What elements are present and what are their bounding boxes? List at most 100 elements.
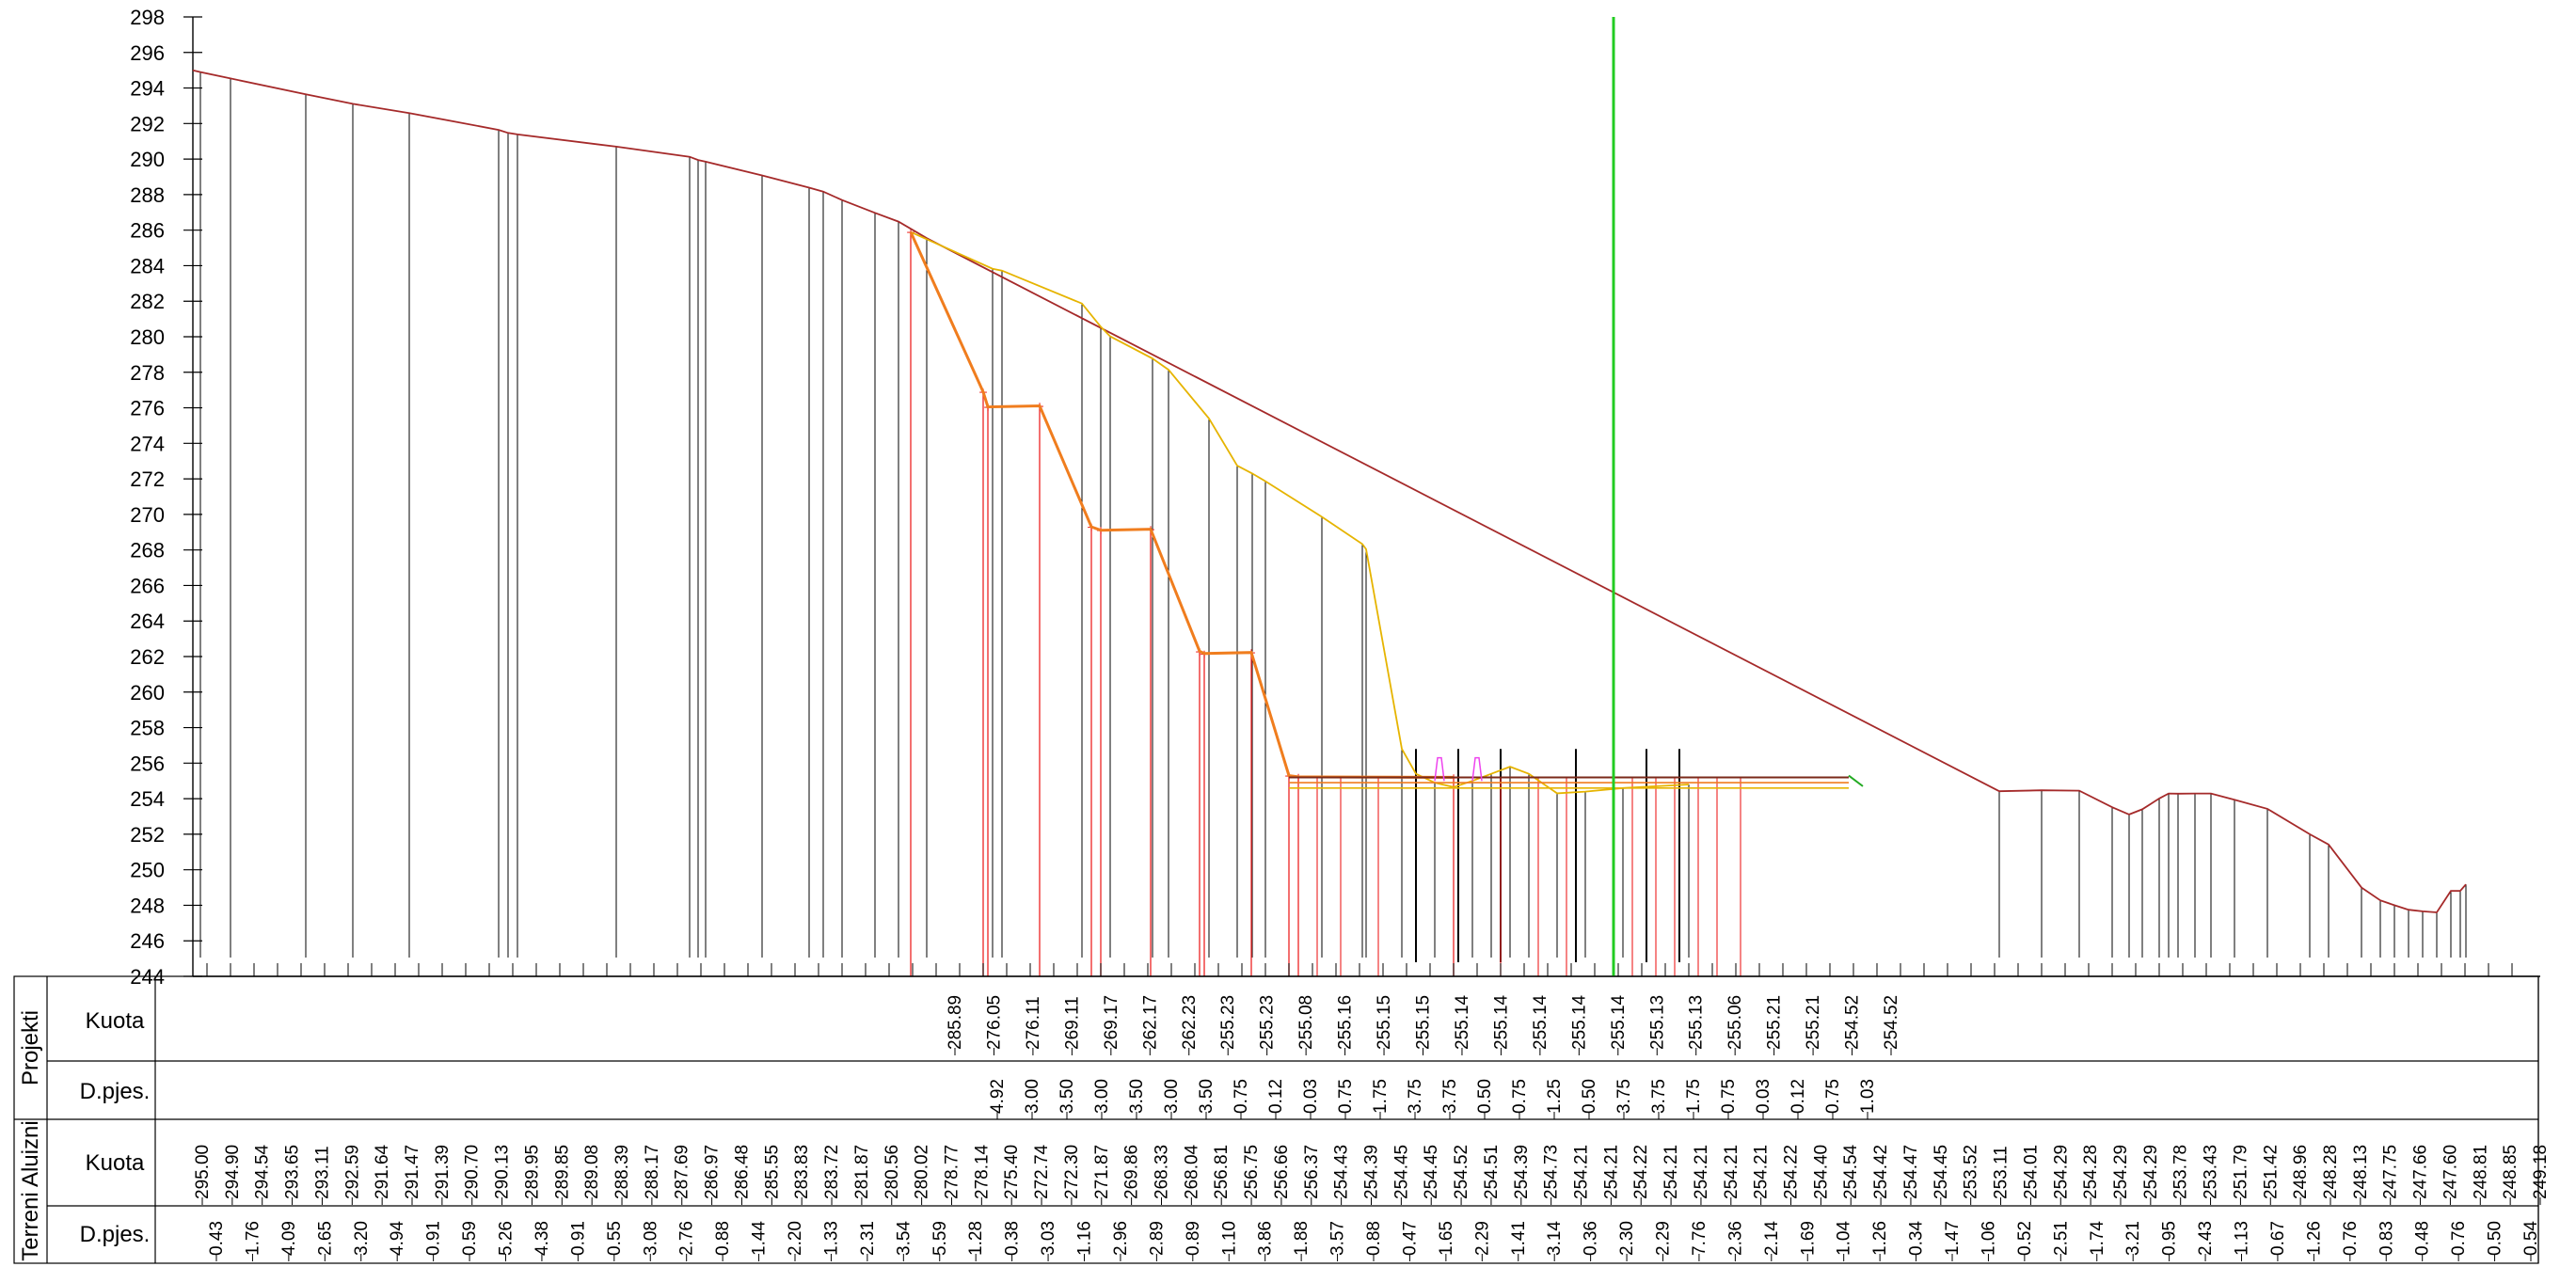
projekti-kuota-value: 255.13 — [1687, 995, 1707, 1050]
projekti-kuota-value: 262.23 — [1180, 995, 1200, 1050]
terreni-kuota-value: 289.85 — [552, 1145, 572, 1199]
terreni-dpjes-value: 0.83 — [2377, 1221, 2396, 1256]
terreni-kuota-value: 254.45 — [1391, 1145, 1411, 1199]
projekti-dpjes-value: 3.75 — [1614, 1079, 1634, 1114]
terreni-kuota-value: 254.29 — [2051, 1145, 2071, 1199]
terreni-dpjes-value: 1.10 — [1219, 1221, 1239, 1256]
projekti-dpjes-value: 3.00 — [1023, 1079, 1042, 1114]
terreni-kuota-value: 295.00 — [193, 1145, 213, 1199]
terreni-dpjes-value: 1.13 — [2233, 1221, 2252, 1256]
projekti-kuota-value: 255.14 — [1453, 994, 1472, 1050]
design-point-mark: + — [983, 401, 992, 417]
terreni-kuota-value: 268.04 — [1182, 1144, 1201, 1199]
terreni-dpjes-value: 0.55 — [605, 1221, 625, 1256]
y-tick-label: 260 — [130, 681, 165, 705]
projekti-kuota-value: 255.15 — [1375, 995, 1394, 1050]
terreni-dpjes-value: 2.65 — [315, 1221, 335, 1256]
terreni-dpjes-value: 0.88 — [1364, 1221, 1384, 1256]
terreni-kuota-value: 290.13 — [493, 1145, 513, 1199]
terreni-kuota-value: 278.14 — [972, 1144, 992, 1199]
terreni-dpjes-value: 1.88 — [1292, 1221, 1312, 1256]
projekti-dpjes-value: 4.92 — [988, 1079, 1008, 1114]
terreni-kuota-value: 291.64 — [373, 1144, 392, 1199]
y-tick-label: 248 — [130, 894, 165, 917]
terreni-kuota-value: 289.95 — [522, 1145, 542, 1199]
terreni-dpjes-value: 1.41 — [1509, 1221, 1529, 1256]
terreni-dpjes-value: 7.76 — [1690, 1221, 1709, 1256]
terreni-kuota-value: 283.72 — [822, 1145, 842, 1199]
y-tick-label: 280 — [130, 325, 165, 349]
y-tick-label: 278 — [130, 361, 165, 385]
terreni-dpjes-value: 4.94 — [388, 1221, 407, 1256]
projekti-dpjes-value: 0.75 — [1336, 1079, 1356, 1114]
projekti-kuota-value: 276.05 — [985, 995, 1005, 1050]
terreni-dpjes-value: 1.69 — [1798, 1221, 1818, 1256]
projekti-dpjes-value: 3.75 — [1406, 1079, 1425, 1114]
projekti-kuota-value: 255.23 — [1218, 995, 1238, 1050]
projekti-kuota-value: 269.17 — [1102, 995, 1121, 1050]
terreni-kuota-value: 254.21 — [1662, 1145, 1681, 1199]
terreni-kuota-value: 286.48 — [733, 1145, 753, 1199]
terreni-kuota-value: 268.33 — [1153, 1145, 1172, 1199]
projekti-kuota-value: 255.13 — [1647, 995, 1667, 1050]
projekti-dpjes-value: 3.50 — [1057, 1079, 1077, 1114]
terreni-kuota-value: 254.21 — [1752, 1145, 1772, 1199]
terreni-kuota-value: 248.96 — [2291, 1145, 2311, 1199]
terreni-kuota-value: 280.56 — [883, 1145, 902, 1199]
terreni-kuota-label: Kuota — [86, 1150, 145, 1176]
projekti-dpjes-value: 1.75 — [1371, 1079, 1391, 1114]
projekti-dpjes-value: 3.50 — [1127, 1079, 1147, 1114]
y-tick-label: 256 — [130, 752, 165, 775]
terreni-dpjes-value: 2.96 — [1111, 1221, 1131, 1256]
terreni-dpjes-value: 3.54 — [894, 1221, 914, 1256]
terreni-kuota-value: 272.74 — [1032, 1144, 1052, 1199]
terreni-kuota-value: 254.39 — [1362, 1145, 1382, 1199]
terreni-dpjes-value: 0.91 — [568, 1221, 588, 1256]
terreni-kuota-value: 291.47 — [403, 1145, 422, 1199]
terreni-dpjes-value: 2.76 — [677, 1221, 697, 1256]
projekti-kuota-value: 255.16 — [1336, 995, 1356, 1050]
terreni-kuota-value: 256.66 — [1272, 1145, 1292, 1199]
terreni-dpjes-value: 0.95 — [2160, 1221, 2180, 1256]
terreni-kuota-value: 289.08 — [582, 1145, 602, 1199]
terreni-kuota-value: 248.28 — [2321, 1145, 2341, 1199]
terreni-dpjes-value: 0.59 — [460, 1221, 480, 1256]
design-line — [909, 231, 1455, 779]
terreni-kuota-value: 280.02 — [913, 1145, 932, 1199]
terreni-dpjes-value: 3.08 — [641, 1221, 660, 1256]
group-label-projekti: Projekti — [18, 1010, 43, 1085]
projekti-dpjes-value: 3.00 — [1092, 1079, 1112, 1114]
projekti-dpjes-value: 0.75 — [1232, 1079, 1251, 1114]
terreni-kuota-value: 253.78 — [2171, 1145, 2191, 1199]
terreni-kuota-value: 254.51 — [1482, 1145, 1502, 1199]
terreni-kuota-value: 254.52 — [1452, 1145, 1471, 1199]
terreni-kuota-value: 288.17 — [643, 1145, 662, 1199]
terreni-dpjes-value: 1.47 — [1943, 1221, 1963, 1256]
terreni-kuota-value: 294.90 — [223, 1145, 243, 1199]
terreni-dpjes-value: 0.38 — [1003, 1221, 1023, 1256]
terreni-kuota-value: 248.85 — [2501, 1145, 2520, 1199]
projekti-kuota-value: 255.14 — [1569, 994, 1589, 1050]
terreni-dpjes-value: 1.04 — [1835, 1221, 1854, 1256]
terreni-kuota-value: 254.28 — [2081, 1145, 2101, 1199]
y-tick-label: 254 — [130, 787, 165, 811]
terreni-kuota-value: 288.39 — [612, 1145, 632, 1199]
terreni-dpjes-value: 3.14 — [1545, 1221, 1565, 1256]
terreni-dpjes-value: 3.03 — [1039, 1221, 1058, 1256]
projekti-kuota-value: 255.21 — [1804, 995, 1823, 1050]
terreni-dpjes-value: 3.86 — [1256, 1221, 1276, 1256]
terreni-kuota-value: 254.29 — [2111, 1145, 2131, 1199]
projekti-dpjes-value: 3.75 — [1649, 1079, 1669, 1114]
terreni-dpjes-value: 0.67 — [2268, 1221, 2288, 1256]
terreni-kuota-value: 254.21 — [1601, 1145, 1621, 1199]
terreni-kuota-value: 254.01 — [2021, 1145, 2041, 1199]
group-label-terreni: Terreni Aluizni — [18, 1120, 43, 1260]
projekti-dpjes-value: 0.75 — [1510, 1079, 1530, 1114]
projekti-dpjes-value: 1.03 — [1858, 1079, 1878, 1114]
terreni-kuota-value: 254.54 — [1841, 1144, 1861, 1199]
terreni-dpjes-value: 5.59 — [930, 1221, 950, 1256]
terreni-kuota-value: 291.39 — [433, 1145, 453, 1199]
y-tick-label: 264 — [130, 610, 165, 633]
terreni-dpjes-value: 0.76 — [2449, 1221, 2469, 1256]
projekti-dpjes-value: 3.50 — [1197, 1079, 1216, 1114]
